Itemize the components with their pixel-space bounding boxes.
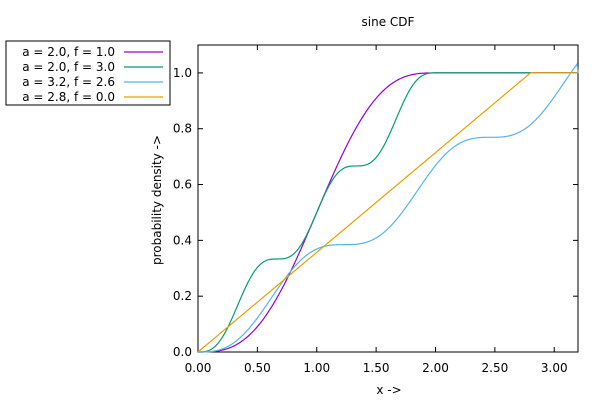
series-line-3 (198, 64, 578, 352)
series-line-1 (198, 73, 578, 352)
x-tick-label: 2.00 (422, 361, 449, 375)
legend-label: a = 2.0, f = 1.0 (22, 45, 115, 59)
legend-label: a = 2.8, f = 0.0 (22, 90, 115, 104)
plot-area (198, 45, 578, 352)
x-tick-label: 3.00 (541, 361, 568, 375)
x-tick-label: 0.00 (185, 361, 212, 375)
x-axis: 0.00 0.50 1.00 1.50 2.00 2.50 3.00 (185, 45, 568, 375)
y-tick-label: 0.0 (173, 345, 192, 359)
y-tick-label: 1.0 (173, 66, 192, 80)
x-tick-label: 0.50 (244, 361, 271, 375)
x-axis-label: x -> (376, 383, 401, 397)
plot-frame (198, 45, 578, 352)
chart-title: sine CDF (362, 15, 415, 29)
y-axis-label: probability density -> (150, 135, 164, 265)
legend-label: a = 3.2, f = 2.6 (22, 75, 115, 89)
y-tick-label: 0.8 (173, 122, 192, 136)
x-tick-label: 2.50 (482, 361, 509, 375)
x-tick-label: 1.00 (303, 361, 330, 375)
y-tick-label: 0.6 (173, 178, 192, 192)
y-tick-label: 0.2 (173, 289, 192, 303)
series-line-4 (198, 73, 578, 352)
legend-label: a = 2.0, f = 3.0 (22, 60, 115, 74)
legend: a = 2.0, f = 1.0a = 2.0, f = 3.0a = 3.2,… (6, 41, 170, 105)
series-line-2 (198, 73, 578, 352)
series-layer (198, 64, 578, 352)
y-tick-label: 0.4 (173, 233, 192, 247)
x-tick-label: 1.50 (363, 361, 390, 375)
